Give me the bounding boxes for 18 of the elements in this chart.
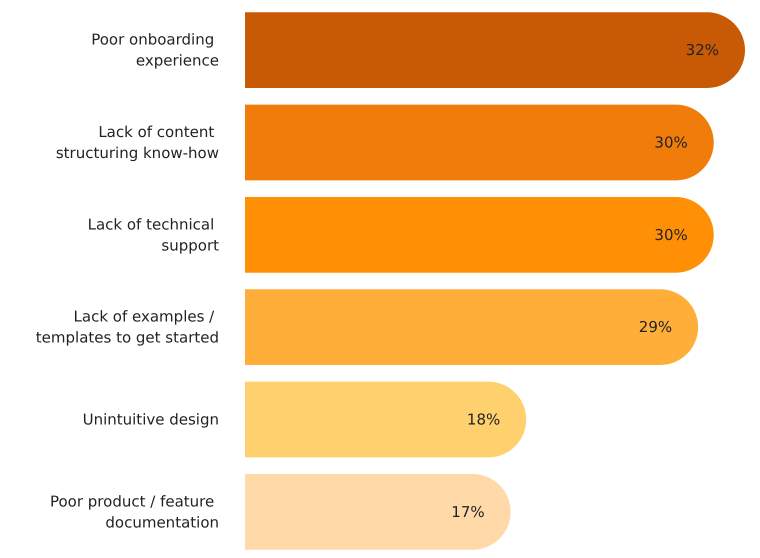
y-tick-label: Lack of technical support [88, 215, 220, 254]
bar [245, 104, 714, 180]
y-tick-label: Poor onboarding experience [91, 30, 219, 70]
bar [245, 474, 511, 550]
bar [245, 196, 714, 273]
bar [245, 12, 745, 88]
data-label: 32% [686, 41, 719, 60]
y-tick-label: Poor product / feature documentation [50, 492, 219, 532]
data-label: 29% [638, 318, 672, 336]
data-label: 30% [654, 226, 688, 244]
bar [245, 289, 698, 366]
data-label: 17% [451, 502, 485, 521]
y-tick-label: Unintuitive design [82, 410, 219, 428]
data-label: 18% [466, 410, 500, 428]
data-label: 30% [654, 134, 688, 152]
y-tick-label: Lack of content structuring know-how [56, 123, 219, 162]
bar [245, 382, 526, 458]
y-tick-label: Lack of examples / templates to get started [36, 308, 219, 347]
